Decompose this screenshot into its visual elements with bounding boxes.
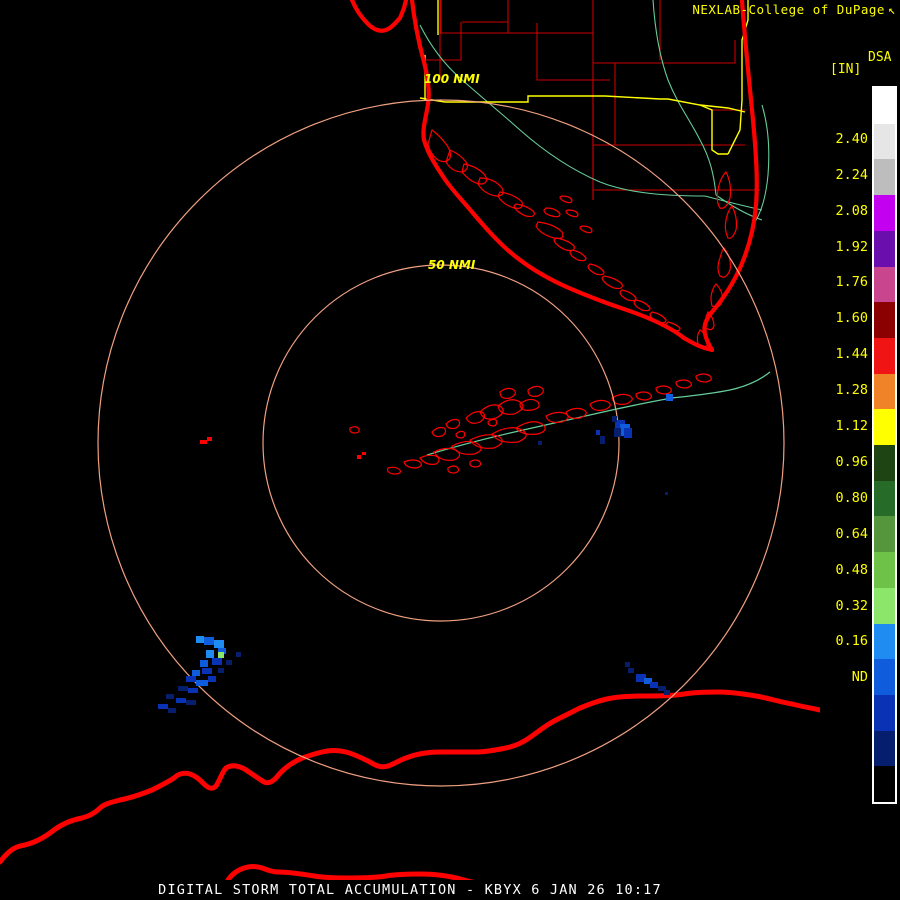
colorbar-gradient <box>874 88 895 803</box>
colorbar-frame <box>872 86 897 804</box>
colorbar-tick-1-44: 1.44 <box>835 346 868 363</box>
colorbar-tick-0-32: 0.32 <box>835 597 868 614</box>
radar-map-canvas <box>0 0 820 880</box>
colorbar-tick-2-40: 2.40 <box>835 130 868 147</box>
colorbar-tick-1-12: 1.12 <box>835 418 868 435</box>
colorbar-tick-2-24: 2.24 <box>835 166 868 183</box>
colorbar-tick-labels: 2.40 2.24 2.08 1.92 1.76 1.60 1.44 1.28 1.12 0.96… <box>822 0 870 880</box>
coastline-cuba <box>0 689 820 880</box>
precip-echoes <box>158 394 673 713</box>
colorbar-swatch-5 <box>874 266 895 303</box>
colorbar-tick-0-48: 0.48 <box>835 561 868 578</box>
range-rings <box>97 99 785 787</box>
coastline-detail-everglades <box>427 128 681 332</box>
colorbar-legend: [IN] DSA 2.40 2.24 2.08 1.92 1.76 1.60 1.44 1.2… <box>822 0 900 880</box>
keys-highway <box>426 371 771 456</box>
legend-units-label: [IN] <box>830 62 862 77</box>
range-ring-label-50nmi: 50 NMI <box>428 258 476 272</box>
colorbar-swatch-18 <box>874 730 895 767</box>
colorbar-swatch-15 <box>874 623 895 660</box>
colorbar-swatch-2 <box>874 159 895 196</box>
colorbar-tick-1-60: 1.60 <box>835 310 868 327</box>
colorbar-swatch-9 <box>874 409 895 446</box>
product-caption: DIGITAL STORM TOTAL ACCUMULATION - KBYX … <box>158 882 662 898</box>
colorbar-swatch-14 <box>874 587 895 624</box>
colorbar-swatch-4 <box>874 230 895 267</box>
colorbar-swatch-3 <box>874 195 895 231</box>
coastline-detail-miami <box>696 170 738 348</box>
colorbar-swatch-1 <box>874 123 895 160</box>
colorbar-swatch-11 <box>874 480 895 517</box>
river-features <box>419 0 770 223</box>
colorbar-swatch-10 <box>874 445 895 481</box>
colorbar-swatch-7 <box>874 337 895 374</box>
legend-product-code: DSA <box>868 50 892 65</box>
colorbar-swatch-12 <box>874 516 895 553</box>
coastline-florida-keys <box>349 373 712 475</box>
brand-text: NEXLAB-College of DuPage <box>692 2 885 17</box>
cod-logo-icon: ↖ <box>887 2 896 17</box>
brand-attribution: NEXLAB-College of DuPage ↖ <box>692 2 896 17</box>
colorbar-swatch-19 <box>874 766 895 803</box>
colorbar-swatch-0 <box>874 88 895 124</box>
colorbar-tick-ND: ND <box>851 669 868 686</box>
colorbar-tick-1-76: 1.76 <box>835 274 868 291</box>
colorbar-tick-0-80: 0.80 <box>835 489 868 506</box>
range-ring-50nmi <box>262 264 620 622</box>
coastline-florida <box>349 0 759 353</box>
radar-image-panel[interactable]: 50 NMI 100 NMI <box>0 0 820 880</box>
range-ring-100nmi <box>97 99 785 787</box>
colorbar-tick-2-08: 2.08 <box>835 202 868 219</box>
colorbar-tick-0-16: 0.16 <box>835 633 868 650</box>
radar-background <box>0 0 820 880</box>
colorbar-tick-0-96: 0.96 <box>835 453 868 470</box>
colorbar-swatch-17 <box>874 694 895 731</box>
colorbar-swatch-6 <box>874 302 895 338</box>
colorbar-tick-0-64: 0.64 <box>835 525 868 542</box>
colorbar-swatch-8 <box>874 373 895 410</box>
colorbar-swatch-16 <box>874 659 895 695</box>
colorbar-tick-1-28: 1.28 <box>835 382 868 399</box>
colorbar-tick-1-92: 1.92 <box>835 238 868 255</box>
range-ring-label-100nmi: 100 NMI <box>424 72 480 86</box>
colorbar-swatch-13 <box>874 552 895 588</box>
